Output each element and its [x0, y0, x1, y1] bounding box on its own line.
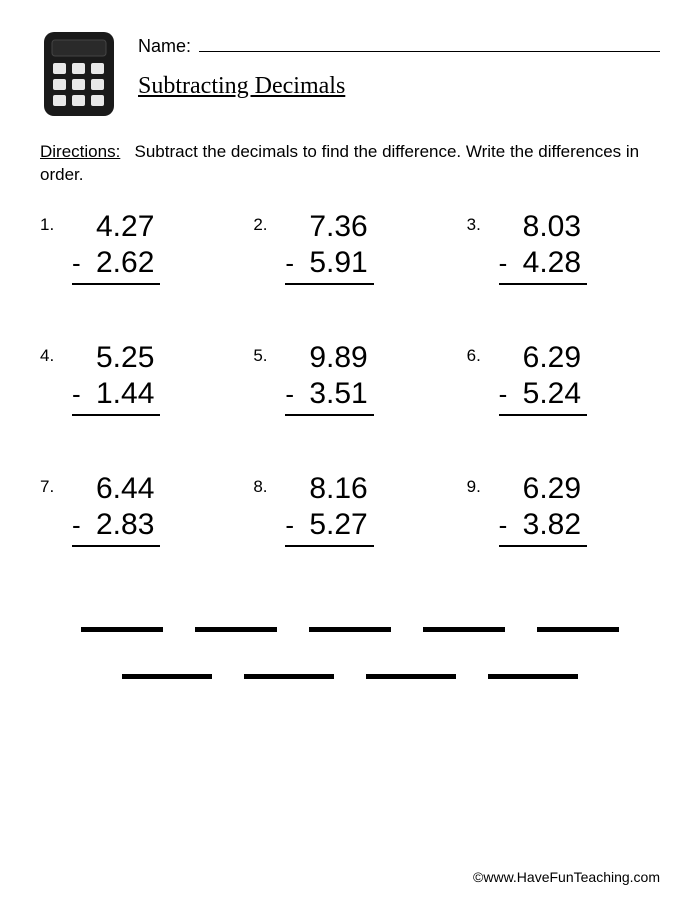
problem-1: 1. 4.27 - 2.62 — [40, 209, 233, 285]
problem-4: 4. 5.25 - 1.44 — [40, 340, 233, 416]
subtrahend: 5.91 — [309, 245, 367, 281]
subtrahend: 3.82 — [523, 507, 581, 543]
minuend: 6.29 — [499, 340, 587, 376]
minuend: 9.89 — [285, 340, 373, 376]
problem-6: 6. 6.29 - 5.24 — [467, 340, 660, 416]
subtrahend-row: - 3.51 — [285, 376, 373, 416]
subtrahend: 2.62 — [96, 245, 154, 281]
problem-8: 8. 8.16 - 5.27 — [253, 471, 446, 547]
worksheet-header: Name: Subtracting Decimals — [40, 30, 660, 123]
answer-blank-row-1 — [81, 627, 619, 632]
problem-math: 6.29 - 5.24 — [499, 340, 587, 416]
subtrahend: 1.44 — [96, 376, 154, 412]
minus-sign: - — [72, 248, 96, 279]
copyright-footer: ©www.HaveFunTeaching.com — [473, 869, 660, 885]
problem-number: 3. — [467, 209, 489, 235]
worksheet-title: Subtracting Decimals — [138, 73, 660, 100]
minus-sign: - — [285, 379, 309, 410]
problem-number: 1. — [40, 209, 62, 235]
problem-2: 2. 7.36 - 5.91 — [253, 209, 446, 285]
problem-7: 7. 6.44 - 2.83 — [40, 471, 233, 547]
subtrahend-row: - 2.62 — [72, 245, 160, 285]
answer-blank[interactable] — [244, 674, 334, 679]
problem-5: 5. 9.89 - 3.51 — [253, 340, 446, 416]
answer-blank[interactable] — [537, 627, 619, 632]
name-label: Name: — [138, 36, 191, 57]
answer-blanks-section — [40, 627, 660, 679]
name-blank-line[interactable] — [199, 51, 660, 52]
subtrahend-row: - 5.27 — [285, 507, 373, 547]
problem-3: 3. 8.03 - 4.28 — [467, 209, 660, 285]
minuend: 8.16 — [285, 471, 373, 507]
problem-number: 2. — [253, 209, 275, 235]
subtrahend-row: - 4.28 — [499, 245, 587, 285]
minus-sign: - — [72, 510, 96, 541]
minus-sign: - — [499, 510, 523, 541]
problem-number: 7. — [40, 471, 62, 497]
problem-math: 6.44 - 2.83 — [72, 471, 160, 547]
problem-math: 8.03 - 4.28 — [499, 209, 587, 285]
problem-number: 5. — [253, 340, 275, 366]
minuend: 4.27 — [72, 209, 160, 245]
minuend: 6.44 — [72, 471, 160, 507]
subtrahend-row: - 5.91 — [285, 245, 373, 285]
answer-blank[interactable] — [309, 627, 391, 632]
name-field: Name: — [138, 36, 660, 57]
subtrahend: 5.27 — [309, 507, 367, 543]
problem-number: 6. — [467, 340, 489, 366]
minus-sign: - — [285, 248, 309, 279]
subtrahend: 4.28 — [523, 245, 581, 281]
answer-blank[interactable] — [81, 627, 163, 632]
problem-math: 4.27 - 2.62 — [72, 209, 160, 285]
minuend: 5.25 — [72, 340, 160, 376]
answer-blank[interactable] — [366, 674, 456, 679]
subtrahend: 3.51 — [309, 376, 367, 412]
subtrahend-row: - 5.24 — [499, 376, 587, 416]
answer-blank-row-2 — [122, 674, 578, 679]
minus-sign: - — [499, 379, 523, 410]
problem-9: 9. 6.29 - 3.82 — [467, 471, 660, 547]
calculator-icon — [40, 30, 118, 123]
subtrahend-row: - 1.44 — [72, 376, 160, 416]
answer-blank[interactable] — [195, 627, 277, 632]
problem-math: 5.25 - 1.44 — [72, 340, 160, 416]
minus-sign: - — [499, 248, 523, 279]
directions-body — [125, 142, 134, 161]
answer-blank[interactable] — [122, 674, 212, 679]
directions-label: Directions: — [40, 142, 120, 161]
subtrahend-row: - 3.82 — [499, 507, 587, 547]
answer-blank[interactable] — [423, 627, 505, 632]
minus-sign: - — [72, 379, 96, 410]
problems-grid: 1. 4.27 - 2.62 2. 7.36 - 5.91 3. 8.03 - … — [40, 209, 660, 547]
problem-number: 9. — [467, 471, 489, 497]
minuend: 8.03 — [499, 209, 587, 245]
subtrahend: 2.83 — [96, 507, 154, 543]
problem-number: 8. — [253, 471, 275, 497]
problem-math: 8.16 - 5.27 — [285, 471, 373, 547]
header-text-block: Name: Subtracting Decimals — [138, 30, 660, 100]
problem-number: 4. — [40, 340, 62, 366]
subtrahend-row: - 2.83 — [72, 507, 160, 547]
subtrahend: 5.24 — [523, 376, 581, 412]
problem-math: 9.89 - 3.51 — [285, 340, 373, 416]
minuend: 7.36 — [285, 209, 373, 245]
directions-text: Directions: Subtract the decimals to fin… — [40, 141, 660, 187]
problem-math: 6.29 - 3.82 — [499, 471, 587, 547]
minus-sign: - — [285, 510, 309, 541]
answer-blank[interactable] — [488, 674, 578, 679]
minuend: 6.29 — [499, 471, 587, 507]
problem-math: 7.36 - 5.91 — [285, 209, 373, 285]
